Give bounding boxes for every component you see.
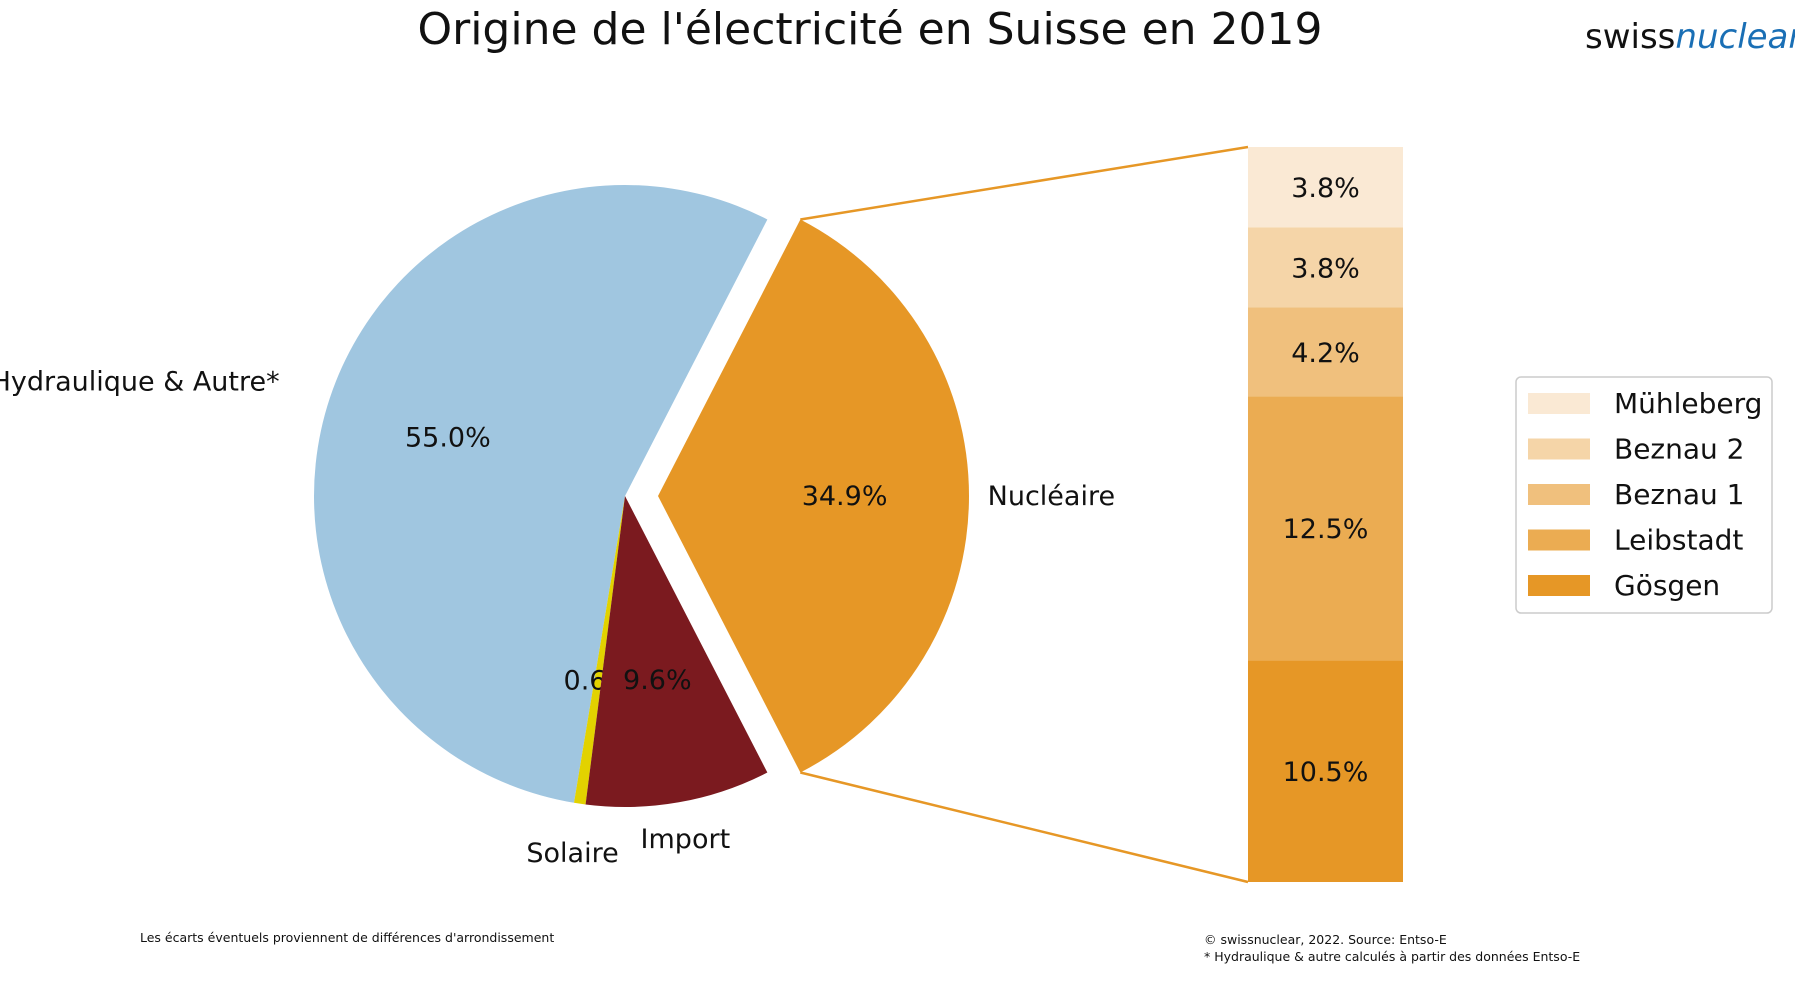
legend-label-leibstadt: Leibstadt <box>1614 524 1743 557</box>
pie-slice-import <box>585 496 768 807</box>
bar-segment-beznau-1 <box>1248 307 1403 397</box>
breakdown-connectors <box>800 145 1249 884</box>
bar-segment-beznau-2 <box>1248 227 1403 308</box>
bar-value-label-beznau-1: 4.2% <box>1291 338 1360 369</box>
bar-segment-leibstadt <box>1248 396 1403 661</box>
pie-label-import: Import <box>641 824 731 855</box>
legend-swatch-leibstadt <box>1528 529 1590 551</box>
footnote: * Hydraulique & autre calculés à partir … <box>1204 949 1580 964</box>
bar-value-label-gosgen: 10.5% <box>1283 757 1369 788</box>
legend-frame <box>1515 376 1773 614</box>
pie-pct-label-hydraulique-autre: 55.0% <box>405 422 491 453</box>
bar-value-label-beznau-2: 3.8% <box>1291 253 1360 284</box>
legend-label-muhleberg: Mühleberg <box>1614 387 1762 420</box>
bar-segment-muhleberg <box>1248 147 1403 228</box>
pie-label-hydraulique-autre: Hydraulique & Autre* <box>0 366 280 397</box>
pie-label-solaire: Solaire <box>526 838 618 869</box>
pie-slice-hydraulique-autre <box>313 184 768 803</box>
bar-value-label-muhleberg: 3.8% <box>1291 173 1360 204</box>
pie-pct-label-import: 9.6% <box>623 665 692 696</box>
chart-title: Origine de l'électricité en Suisse en 20… <box>417 4 1322 55</box>
logo-nuclear: nuclear <box>1675 17 1795 57</box>
legend-label-gosgen: Gösgen <box>1614 569 1720 602</box>
rounding-note: Les écarts éventuels proviennent de diff… <box>140 930 554 945</box>
legend-label-beznau-1: Beznau 1 <box>1614 478 1745 511</box>
legend: Mühleberg Beznau 2 Beznau 1 Leibstadt Gösgen <box>1515 376 1773 614</box>
legend-swatch-beznau-2 <box>1528 438 1590 460</box>
swissnuclear-logo: swissnuclear <box>1585 17 1795 57</box>
bar-value-label-leibstadt: 12.5% <box>1283 514 1369 545</box>
bar-segment-gosgen <box>1248 660 1403 882</box>
logo-swiss: swiss <box>1585 17 1675 57</box>
connector-line-bottom <box>800 771 1249 884</box>
pie-pct-label-nucleaire: 34.9% <box>802 481 888 512</box>
pie-slice-solaire <box>573 496 625 805</box>
source-note: © swissnuclear, 2022. Source: Entso-E <box>1204 932 1447 947</box>
pie-slice-nucleaire <box>658 219 969 773</box>
legend-label-beznau-2: Beznau 2 <box>1614 433 1745 466</box>
nuclear-breakdown-bar: 10.5% 12.5% 4.2% 3.8% 3.8% <box>1248 147 1403 882</box>
legend-swatch-muhleberg <box>1528 393 1590 414</box>
connector-line-top <box>800 145 1249 221</box>
legend-swatch-gosgen <box>1528 575 1590 596</box>
pie-label-nucleaire: Nucléaire <box>988 481 1115 512</box>
svg-text:swissnuclear: swissnuclear <box>1585 17 1795 57</box>
legend-swatch-beznau-1 <box>1528 484 1590 505</box>
